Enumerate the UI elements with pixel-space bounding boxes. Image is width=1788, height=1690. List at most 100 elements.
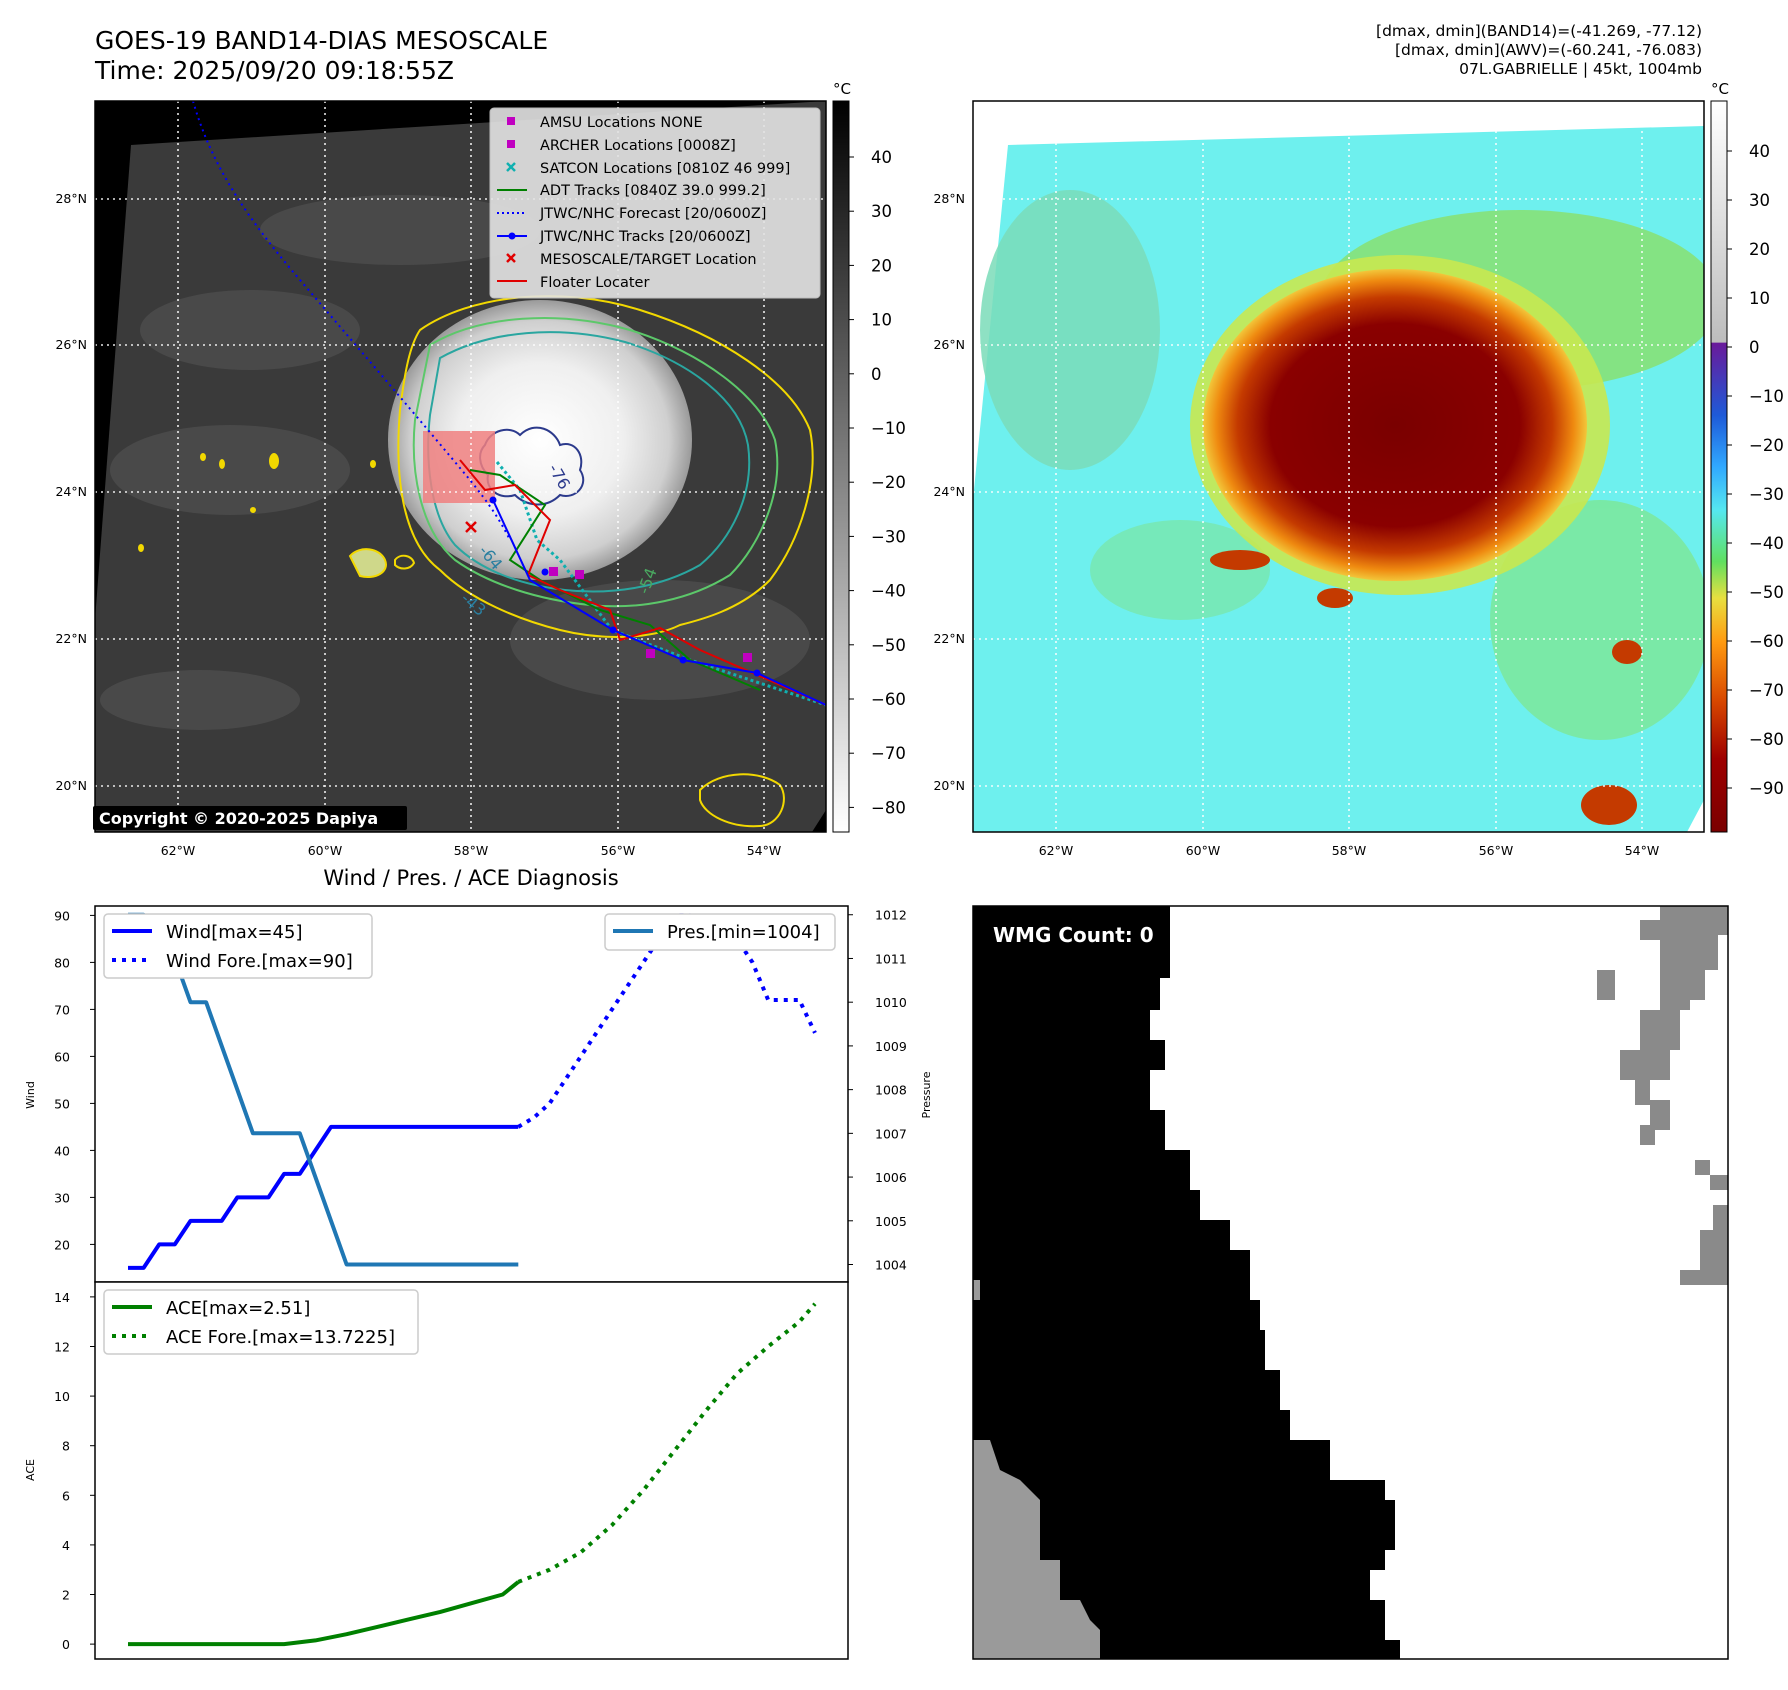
y-tick-label: 40 bbox=[54, 1143, 70, 1158]
colorbar-tick-label: −70 bbox=[871, 744, 906, 763]
svg-text:54°W: 54°W bbox=[747, 843, 782, 858]
svg-text:28°N: 28°N bbox=[933, 191, 965, 206]
colorbar-tick-label: 0 bbox=[871, 365, 882, 384]
y-tick-label: 2 bbox=[62, 1588, 70, 1603]
y-tick-label: 50 bbox=[54, 1096, 70, 1111]
colorbar-tick-label: 30 bbox=[1749, 191, 1770, 210]
colorbar-tick-label: 40 bbox=[1749, 142, 1770, 161]
pressure-legend: Pres.[min=1004] bbox=[604, 913, 836, 951]
ace-legend: ACE[max=2.51] ACE Fore.[max=13.7225] bbox=[103, 1289, 419, 1355]
y2-tick-label: 1007 bbox=[875, 1126, 907, 1141]
svg-text:Pres.[min=1004]: Pres.[min=1004] bbox=[667, 922, 820, 943]
colorbar-tick-label: 20 bbox=[871, 256, 892, 275]
series-line bbox=[128, 1124, 519, 1270]
y-tick-label: 80 bbox=[54, 955, 70, 970]
svg-text:22°N: 22°N bbox=[55, 631, 87, 646]
y2-tick-label: 1004 bbox=[875, 1258, 907, 1273]
svg-text:ACE Fore.[max=13.7225]: ACE Fore.[max=13.7225] bbox=[166, 1327, 395, 1348]
svg-text:28°N: 28°N bbox=[55, 191, 87, 206]
colorbar-tick-label: −50 bbox=[871, 636, 906, 655]
colorbar-tick-label: −70 bbox=[1749, 681, 1784, 700]
ace-axis-label: ACE bbox=[24, 1459, 37, 1481]
y-tick-label: 10 bbox=[54, 1389, 70, 1404]
colorbar-tick-label: −80 bbox=[871, 798, 906, 817]
awv-colorbar: °C 40 30 20 10 0 −10 −20 −30 −40 −50 −60 −70 −80 −90 bbox=[1710, 80, 1784, 833]
svg-text:ARCHER Locations [0008Z]: ARCHER Locations [0008Z] bbox=[540, 138, 736, 154]
wind-legend: Wind[max=45] Wind Fore.[max=90] bbox=[103, 913, 373, 979]
y2-tick-label: 1010 bbox=[875, 995, 907, 1010]
colorbar-tick-label: 20 bbox=[1749, 240, 1770, 259]
colorbar-tick-label: 10 bbox=[871, 311, 892, 330]
colorbar-tick-label: −60 bbox=[1749, 632, 1784, 651]
y-tick-label: 70 bbox=[54, 1002, 70, 1017]
wind-ticks: 90 80 70 60 50 40 30 20 bbox=[54, 908, 95, 1252]
colorbar-tick-label: 10 bbox=[1749, 289, 1770, 308]
svg-text:AMSU Locations NONE: AMSU Locations NONE bbox=[540, 115, 703, 131]
svg-text:56°W: 56°W bbox=[601, 843, 636, 858]
y-tick-label: 14 bbox=[54, 1290, 70, 1305]
legend-adt: ADT Tracks [0840Z 39.0 999.2] bbox=[497, 183, 766, 199]
svg-text:ACE[max=2.51]: ACE[max=2.51] bbox=[166, 1298, 310, 1319]
best-track bbox=[492, 499, 826, 706]
svg-text:24°N: 24°N bbox=[933, 484, 965, 499]
svg-text:JTWC/NHC Forecast [20/0600Z]: JTWC/NHC Forecast [20/0600Z] bbox=[539, 206, 766, 222]
awv-storm-core bbox=[1203, 269, 1587, 581]
wmg-count-label: WMG Count: 0 bbox=[993, 923, 1154, 947]
svg-text:20°N: 20°N bbox=[933, 778, 965, 793]
svg-text:60°W: 60°W bbox=[1186, 843, 1221, 858]
legend-forecast: JTWC/NHC Forecast [20/0600Z] bbox=[497, 206, 766, 222]
y-tick-label: 12 bbox=[54, 1339, 70, 1354]
ace-ticks: 14 12 10 8 6 4 2 0 bbox=[54, 1290, 95, 1652]
y2-tick-label: 1009 bbox=[875, 1039, 907, 1054]
svg-text:26°N: 26°N bbox=[55, 337, 87, 352]
svg-text:SATCON Locations [0810Z 46 999: SATCON Locations [0810Z 46 999] bbox=[540, 161, 790, 177]
svg-text:Copyright © 2020-2025 Dapiya: Copyright © 2020-2025 Dapiya bbox=[99, 809, 378, 828]
svg-text:56°W: 56°W bbox=[1479, 843, 1514, 858]
series-line bbox=[517, 1302, 817, 1584]
colorbar-tick-label: −40 bbox=[1749, 534, 1784, 553]
contour-outer bbox=[397, 295, 814, 638]
y-tick-label: 4 bbox=[62, 1538, 70, 1553]
y-tick-label: 6 bbox=[62, 1488, 70, 1503]
y-tick-label: 0 bbox=[62, 1637, 70, 1652]
pressure-ticks: 1012 1011 1010 1009 1008 1007 1006 1005 1004 bbox=[848, 908, 907, 1273]
colorbar-tick-label: −40 bbox=[871, 582, 906, 601]
pressure-axis-label: Pressure bbox=[920, 1071, 933, 1118]
colorbar-tick-label: −30 bbox=[1749, 485, 1784, 504]
svg-text:MESOSCALE/TARGET Location: MESOSCALE/TARGET Location bbox=[540, 252, 757, 268]
colorbar-tick-label: −80 bbox=[1749, 730, 1784, 749]
svg-text:26°N: 26°N bbox=[933, 337, 965, 352]
svg-text:62°W: 62°W bbox=[161, 843, 196, 858]
svg-text:Wind[max=45]: Wind[max=45] bbox=[166, 922, 303, 943]
colorbar-tick-label: −20 bbox=[871, 473, 906, 492]
colorbar-tick-label: −10 bbox=[871, 419, 906, 438]
colorbar-tick-label: 40 bbox=[871, 148, 892, 167]
legend-amsu: AMSU Locations NONE bbox=[507, 115, 703, 131]
storm-cloud-shield bbox=[388, 300, 692, 580]
colorbar-tick-label: 0 bbox=[1749, 338, 1760, 357]
y-tick-label: 90 bbox=[54, 908, 70, 923]
y2-tick-label: 1006 bbox=[875, 1170, 907, 1185]
figure-title: GOES-19 BAND14-DIAS MESOSCALE Time: 2025… bbox=[95, 26, 549, 85]
map1-lon-ticks: 62°W 60°W 58°W 56°W 54°W bbox=[161, 843, 782, 858]
awv-map-panel bbox=[973, 101, 1704, 832]
svg-text:62°W: 62°W bbox=[1039, 843, 1074, 858]
colorbar-tick-label: 30 bbox=[871, 202, 892, 221]
colorbar-tick-label: −90 bbox=[1749, 779, 1784, 798]
svg-text:58°W: 58°W bbox=[454, 843, 489, 858]
series-line bbox=[128, 912, 519, 1267]
colorbar-tick-label: −60 bbox=[871, 690, 906, 709]
colorbar-tick-label: −20 bbox=[1749, 436, 1784, 455]
y2-tick-label: 1012 bbox=[875, 908, 907, 923]
y2-tick-label: 1005 bbox=[875, 1214, 907, 1229]
wmg-dark-region bbox=[973, 906, 1400, 1659]
svg-text:°C: °C bbox=[833, 80, 851, 98]
map1-lat-ticks: 28°N 26°N 24°N 22°N 20°N bbox=[55, 191, 87, 793]
ace-series bbox=[128, 1302, 817, 1647]
svg-text:°C: °C bbox=[1711, 80, 1729, 98]
wmg-panel bbox=[973, 906, 1728, 1659]
map2-lon-ticks: 62°W 60°W 58°W 56°W 54°W bbox=[1039, 843, 1660, 858]
y-tick-label: 8 bbox=[62, 1439, 70, 1454]
map2-lat-ticks: 28°N 26°N 24°N 22°N 20°N bbox=[933, 191, 965, 793]
